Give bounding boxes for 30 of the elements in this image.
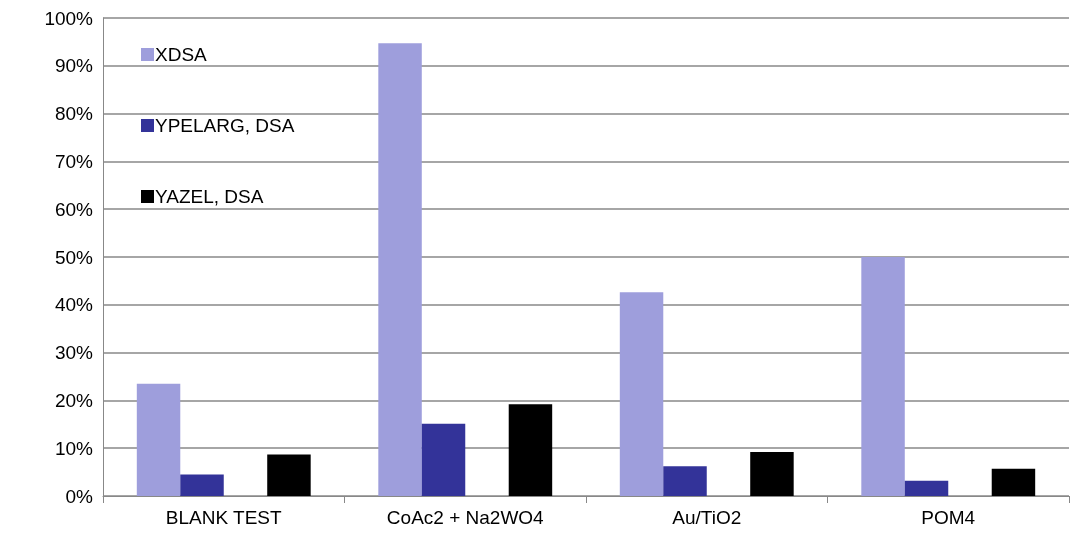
- legend-label: XDSA: [155, 44, 208, 65]
- bar: [750, 452, 794, 496]
- y-tick-label: 70%: [54, 150, 94, 172]
- y-tick-label: 50%: [54, 246, 94, 268]
- bar: [378, 43, 422, 496]
- bar: [991, 468, 1036, 496]
- y-tick-label: 40%: [54, 294, 94, 316]
- y-tick-label: 80%: [54, 103, 94, 125]
- y-tick-label: 10%: [54, 437, 94, 459]
- bar: [861, 257, 905, 496]
- y-tick-label: 60%: [54, 198, 94, 220]
- bar: [180, 474, 224, 496]
- bar: [136, 383, 181, 496]
- bar: [421, 423, 466, 496]
- y-tick-label: 90%: [54, 55, 94, 77]
- bar: [663, 466, 707, 496]
- x-tick-label: Au/TiO2: [672, 507, 742, 528]
- x-tick-label: BLANK TEST: [165, 507, 283, 528]
- bar: [267, 454, 311, 496]
- y-tick-label: 0%: [65, 485, 94, 507]
- legend-label: YAZEL, DSA: [155, 186, 264, 207]
- legend-label: YPELARG, DSA: [155, 115, 295, 136]
- x-tick-label: POM4: [921, 507, 976, 528]
- bar: [904, 480, 949, 496]
- bar: [619, 292, 664, 496]
- y-tick-label: 20%: [54, 389, 94, 411]
- bar: [508, 404, 553, 496]
- y-tick-label: 100%: [44, 7, 94, 29]
- x-tick-label: CoAc2 + Na2WO4: [386, 507, 545, 528]
- y-tick-label: 30%: [54, 342, 94, 364]
